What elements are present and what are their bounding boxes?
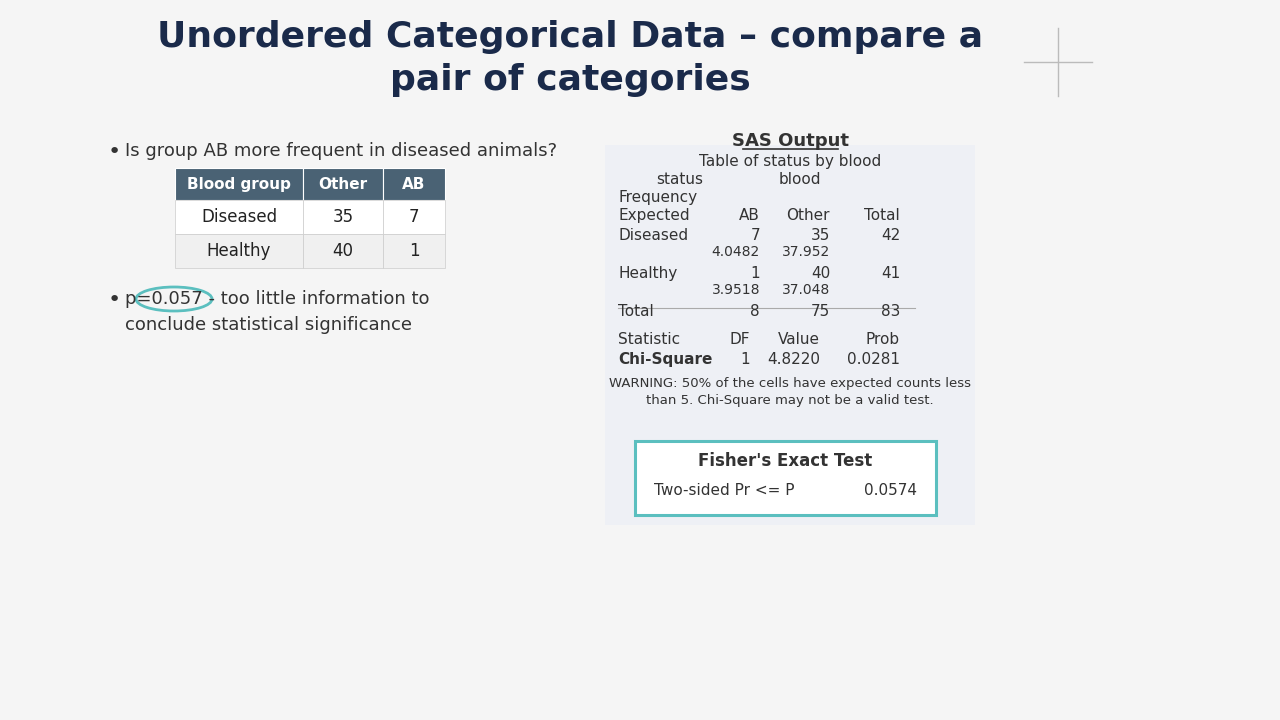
- Text: 40: 40: [333, 242, 353, 260]
- Text: 4.0482: 4.0482: [712, 245, 760, 259]
- Text: 1: 1: [740, 352, 750, 367]
- Text: Blood group: Blood group: [187, 176, 291, 192]
- FancyBboxPatch shape: [383, 200, 445, 234]
- Text: WARNING: 50% of the cells have expected counts less
than 5. Chi-Square may not b: WARNING: 50% of the cells have expected …: [609, 377, 972, 407]
- Text: 1: 1: [408, 242, 420, 260]
- Text: Value: Value: [778, 332, 820, 347]
- Text: Statistic: Statistic: [618, 332, 680, 347]
- Text: 8: 8: [750, 304, 760, 319]
- Text: 7: 7: [750, 228, 760, 243]
- Text: Is group AB more frequent in diseased animals?: Is group AB more frequent in diseased an…: [125, 142, 557, 160]
- FancyBboxPatch shape: [605, 145, 975, 525]
- Text: AB: AB: [739, 208, 760, 223]
- Text: 37.952: 37.952: [782, 245, 829, 259]
- Text: Frequency: Frequency: [618, 190, 698, 205]
- Text: Fisher's Exact Test: Fisher's Exact Test: [699, 452, 873, 470]
- Text: Total: Total: [618, 304, 654, 319]
- Text: 35: 35: [810, 228, 829, 243]
- Text: 0.0281: 0.0281: [847, 352, 900, 367]
- Text: Expected: Expected: [618, 208, 690, 223]
- Text: Healthy: Healthy: [207, 242, 271, 260]
- Text: 40: 40: [810, 266, 829, 281]
- FancyBboxPatch shape: [303, 234, 383, 268]
- Text: Other: Other: [786, 208, 829, 223]
- Text: 37.048: 37.048: [782, 283, 829, 297]
- FancyBboxPatch shape: [383, 168, 445, 200]
- Text: Total: Total: [864, 208, 900, 223]
- Text: Two-sided Pr <= P: Two-sided Pr <= P: [654, 483, 795, 498]
- FancyBboxPatch shape: [303, 168, 383, 200]
- Text: Prob: Prob: [865, 332, 900, 347]
- FancyBboxPatch shape: [175, 200, 303, 234]
- Text: AB: AB: [402, 176, 426, 192]
- Text: Diseased: Diseased: [618, 228, 689, 243]
- Text: 7: 7: [408, 208, 420, 226]
- Text: 1: 1: [750, 266, 760, 281]
- FancyBboxPatch shape: [303, 200, 383, 234]
- Text: SAS Output: SAS Output: [731, 132, 849, 150]
- Text: 42: 42: [881, 228, 900, 243]
- Text: 3.9518: 3.9518: [712, 283, 760, 297]
- Text: 35: 35: [333, 208, 353, 226]
- Text: Table of status by blood: Table of status by blood: [699, 154, 881, 169]
- Text: 41: 41: [881, 266, 900, 281]
- Text: blood: blood: [778, 172, 822, 187]
- Text: 4.8220: 4.8220: [767, 352, 820, 367]
- FancyBboxPatch shape: [175, 234, 303, 268]
- Text: 75: 75: [810, 304, 829, 319]
- Text: Healthy: Healthy: [618, 266, 677, 281]
- FancyBboxPatch shape: [635, 441, 936, 515]
- Text: p=0.057 - too little information to
conclude statistical significance: p=0.057 - too little information to conc…: [125, 290, 430, 333]
- Text: status: status: [657, 172, 704, 187]
- FancyBboxPatch shape: [383, 234, 445, 268]
- Text: DF: DF: [730, 332, 750, 347]
- Text: 0.0574: 0.0574: [864, 483, 916, 498]
- Text: Diseased: Diseased: [201, 208, 276, 226]
- FancyBboxPatch shape: [175, 168, 303, 200]
- Text: 83: 83: [881, 304, 900, 319]
- Text: •: •: [108, 290, 122, 310]
- Text: Chi-Square: Chi-Square: [618, 352, 713, 367]
- Text: •: •: [108, 142, 122, 162]
- Text: Unordered Categorical Data – compare a
pair of categories: Unordered Categorical Data – compare a p…: [157, 20, 983, 97]
- Text: Other: Other: [319, 176, 367, 192]
